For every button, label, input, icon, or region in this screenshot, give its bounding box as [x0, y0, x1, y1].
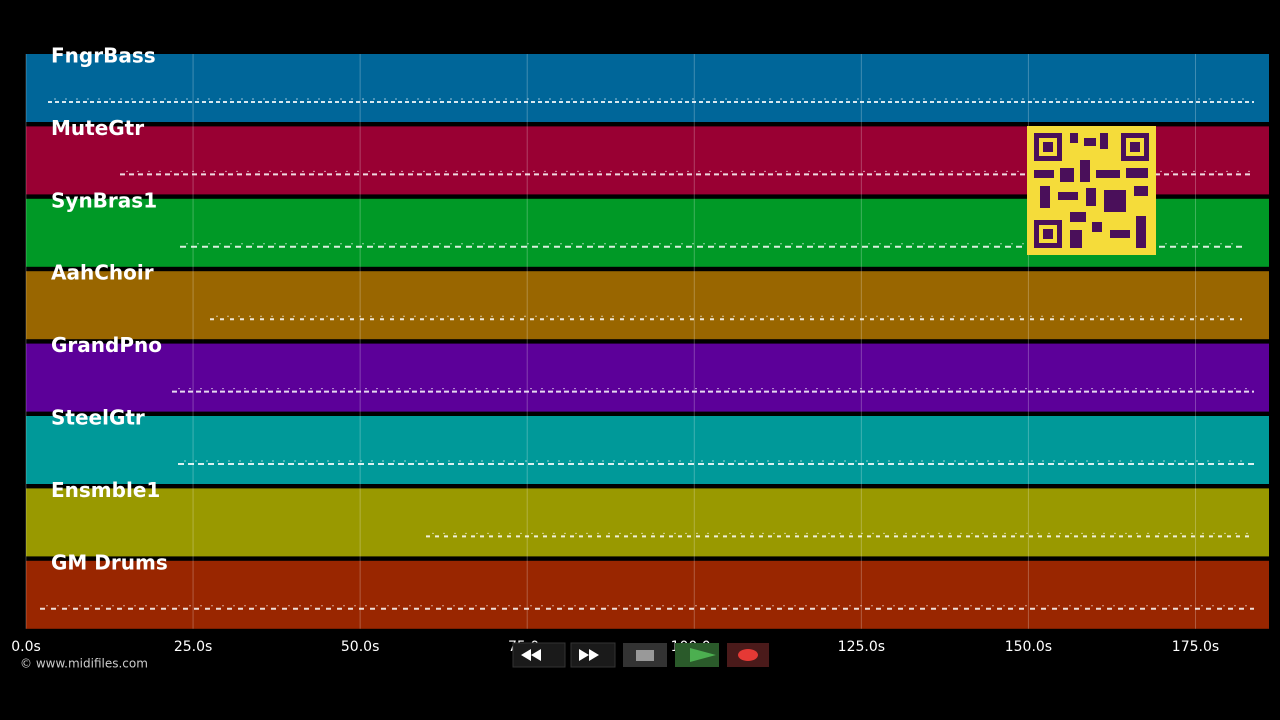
play-button[interactable]	[675, 643, 719, 667]
track-lane	[26, 416, 1269, 484]
track-lane	[26, 271, 1269, 340]
track-lane	[26, 488, 1269, 557]
tick-label: 125.0s	[838, 639, 885, 655]
record-button[interactable]	[727, 643, 769, 667]
rewind-button[interactable]	[512, 642, 566, 668]
track-name: FngrBass	[51, 44, 156, 68]
track-name: SynBras1	[51, 188, 157, 212]
controls	[512, 642, 769, 668]
track-name: Ensmble1	[51, 478, 160, 502]
track-name: GM Drums	[51, 550, 168, 574]
tick-label: 0.0s	[11, 639, 41, 655]
track-name: SteelGtr	[51, 406, 145, 430]
tick-label: 150.0s	[1005, 639, 1052, 655]
track-lane	[26, 560, 1269, 629]
track-lane	[26, 343, 1269, 412]
copyright: © www.midifiles.com	[20, 657, 148, 671]
stop-button[interactable]	[623, 643, 667, 667]
grid	[25, 54, 1196, 629]
time-axis: 0.0s25.0s50.0s75.0s100.0s125.0s150.0s175…	[11, 639, 1219, 655]
tick-label: 25.0s	[174, 639, 212, 655]
track-labels: FngrBass MuteGtr SynBras1 AahChoir GrandPno S…	[51, 44, 168, 575]
tick-label: 175.0s	[1172, 639, 1219, 655]
track-lane	[26, 54, 1269, 122]
track-name: GrandPno	[51, 333, 162, 357]
qr-code	[1027, 126, 1156, 255]
forward-button[interactable]	[570, 642, 616, 668]
tick-label: 50.0s	[341, 639, 379, 655]
track-name: AahChoir	[51, 261, 154, 285]
track-name: MuteGtr	[51, 116, 144, 140]
